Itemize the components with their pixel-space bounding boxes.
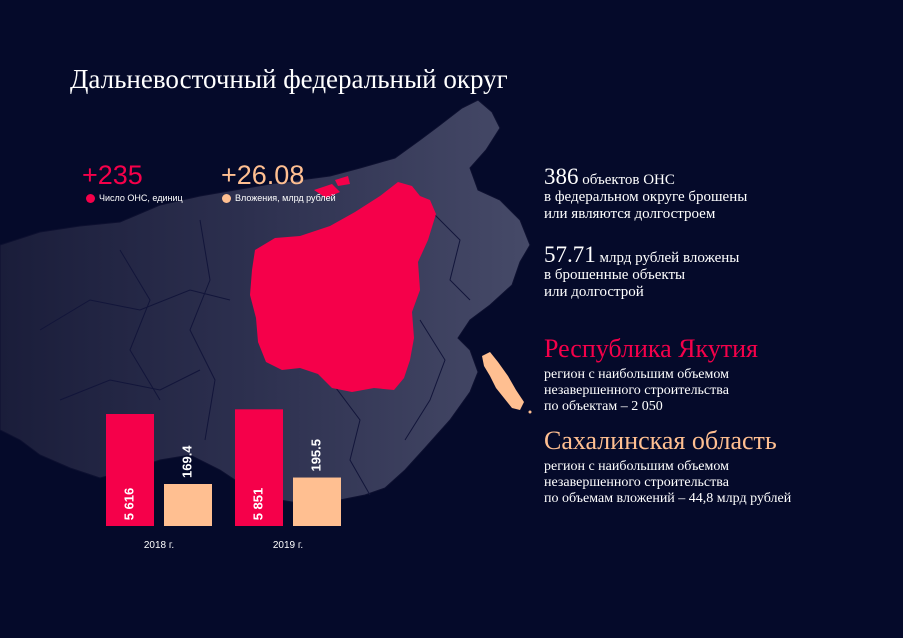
stat-objects-line2: или являются долгостроем (544, 206, 716, 222)
region-sakhalin-description: регион с наибольшим объемом незавершенно… (544, 459, 791, 507)
stat-objects: 386 объектов ОНС в федеральном округе бр… (544, 165, 748, 223)
kpi-objects-value: +235 (82, 160, 143, 190)
category-label-1: 2019 г. (273, 540, 303, 551)
region-yakutia-line1: регион с наибольшим объемом (544, 367, 729, 382)
sakhalin-islet (528, 410, 532, 414)
stat-investment: 57.71 млрд рублей вложены в брошенные об… (544, 243, 740, 301)
stat-objects-unit: объектов ОНС (582, 172, 675, 188)
stat-objects-number: 386 (544, 164, 579, 189)
legend-investment: Вложения, млрд рублей (222, 193, 336, 203)
legend-objects-swatch (86, 193, 95, 203)
region-yakutia-title: Республика Якутия (544, 334, 759, 363)
region-sakhalin-line3: по объемам вложений – 44,8 млрд рублей (544, 491, 792, 506)
legend-objects-label: Число ОНС, единиц (99, 193, 183, 203)
bar-objects-0 (106, 414, 154, 526)
region-yakutia-line3: по объектам – 2 050 (544, 399, 663, 414)
yakutia-region (250, 182, 436, 392)
bar-investment-0 (164, 484, 212, 526)
yakutia-island (314, 184, 340, 198)
bar-label-objects-0: 5 616 (121, 488, 136, 521)
legend-investment-label: Вложения, млрд рублей (235, 193, 336, 203)
bar-label-objects-1: 5 851 (250, 488, 265, 521)
stat-investment-line1: в брошенные объекты (544, 267, 686, 283)
region-yakutia-line2: незавершенного строительства (544, 383, 729, 398)
stat-objects-line1: в федеральном округе брошены (544, 189, 748, 205)
bar-label-investment-0: 169.4 (179, 445, 194, 478)
region-sakhalin-line1: регион с наибольшим объемом (544, 459, 729, 474)
bar-investment-1 (293, 477, 341, 526)
stat-investment-unit: млрд рублей вложены (599, 250, 740, 266)
region-yakutia-description: регион с наибольшим объемом незавершенно… (544, 367, 729, 415)
stat-investment-line2: или долгострой (544, 284, 644, 300)
region-sakhalin-line2: незавершенного строительства (544, 475, 729, 490)
yakutia-island-2 (335, 176, 350, 186)
page-title: Дальневосточный федеральный округ (70, 64, 508, 94)
region-sakhalin-title: Сахалинская область (544, 426, 777, 455)
bar-objects-1 (235, 409, 283, 526)
legend-objects: Число ОНС, единиц (86, 193, 183, 203)
sakhalin-region (482, 352, 524, 410)
kpi-investment-value: +26.08 (221, 160, 305, 190)
legend-investment-swatch (222, 193, 231, 203)
stat-investment-number: 57.71 (544, 242, 596, 267)
bar-label-investment-1: 195.5 (308, 439, 323, 472)
category-label-0: 2018 г. (144, 540, 174, 551)
